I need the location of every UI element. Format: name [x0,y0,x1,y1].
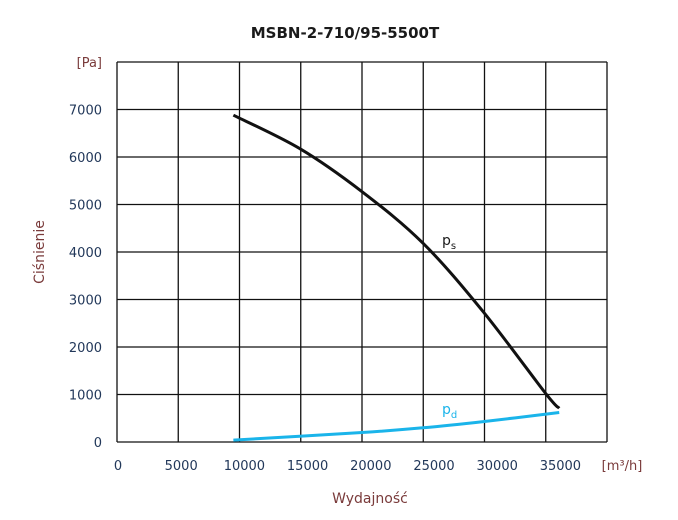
grid [116,61,608,443]
series-label-ps: ps [442,233,456,252]
y-tick-label: 3000 [69,294,102,309]
y-tick-labels: 0 1000 2000 3000 4000 5000 6000 7000 [69,104,102,452]
y-tick-label: 7000 [69,104,102,119]
x-tick-label: 35000 [540,459,581,474]
y-tick-label: 6000 [69,151,102,166]
x-unit-label: [m³/h] [602,459,643,474]
series-group [232,113,561,442]
x-tick-label: 10000 [224,459,265,474]
y-tick-label: 4000 [69,246,102,261]
chart-title: MSBN-2-710/95-5500T [251,24,440,42]
y-axis-title: Ciśnienie [32,220,48,284]
y-tick-label: 5000 [69,199,102,214]
x-tick-label: 20000 [350,459,391,474]
series-label-pd: pd [442,402,457,421]
y-tick-label: 0 [94,436,102,451]
x-tick-label: 25000 [413,459,454,474]
x-tick-label: 15000 [287,459,328,474]
y-tick-label: 2000 [69,341,102,356]
x-tick-labels: 0 5000 10000 15000 20000 25000 30000 35000 [114,459,581,474]
y-tick-label: 1000 [69,389,102,404]
series-line-ps [232,113,561,410]
series-line-pd [233,411,560,442]
y-unit-label: [Pa] [77,56,102,71]
x-axis-title: Wydajność [332,491,408,507]
x-tick-label: 0 [114,459,122,474]
x-tick-label: 30000 [477,459,518,474]
x-tick-label: 5000 [165,459,198,474]
